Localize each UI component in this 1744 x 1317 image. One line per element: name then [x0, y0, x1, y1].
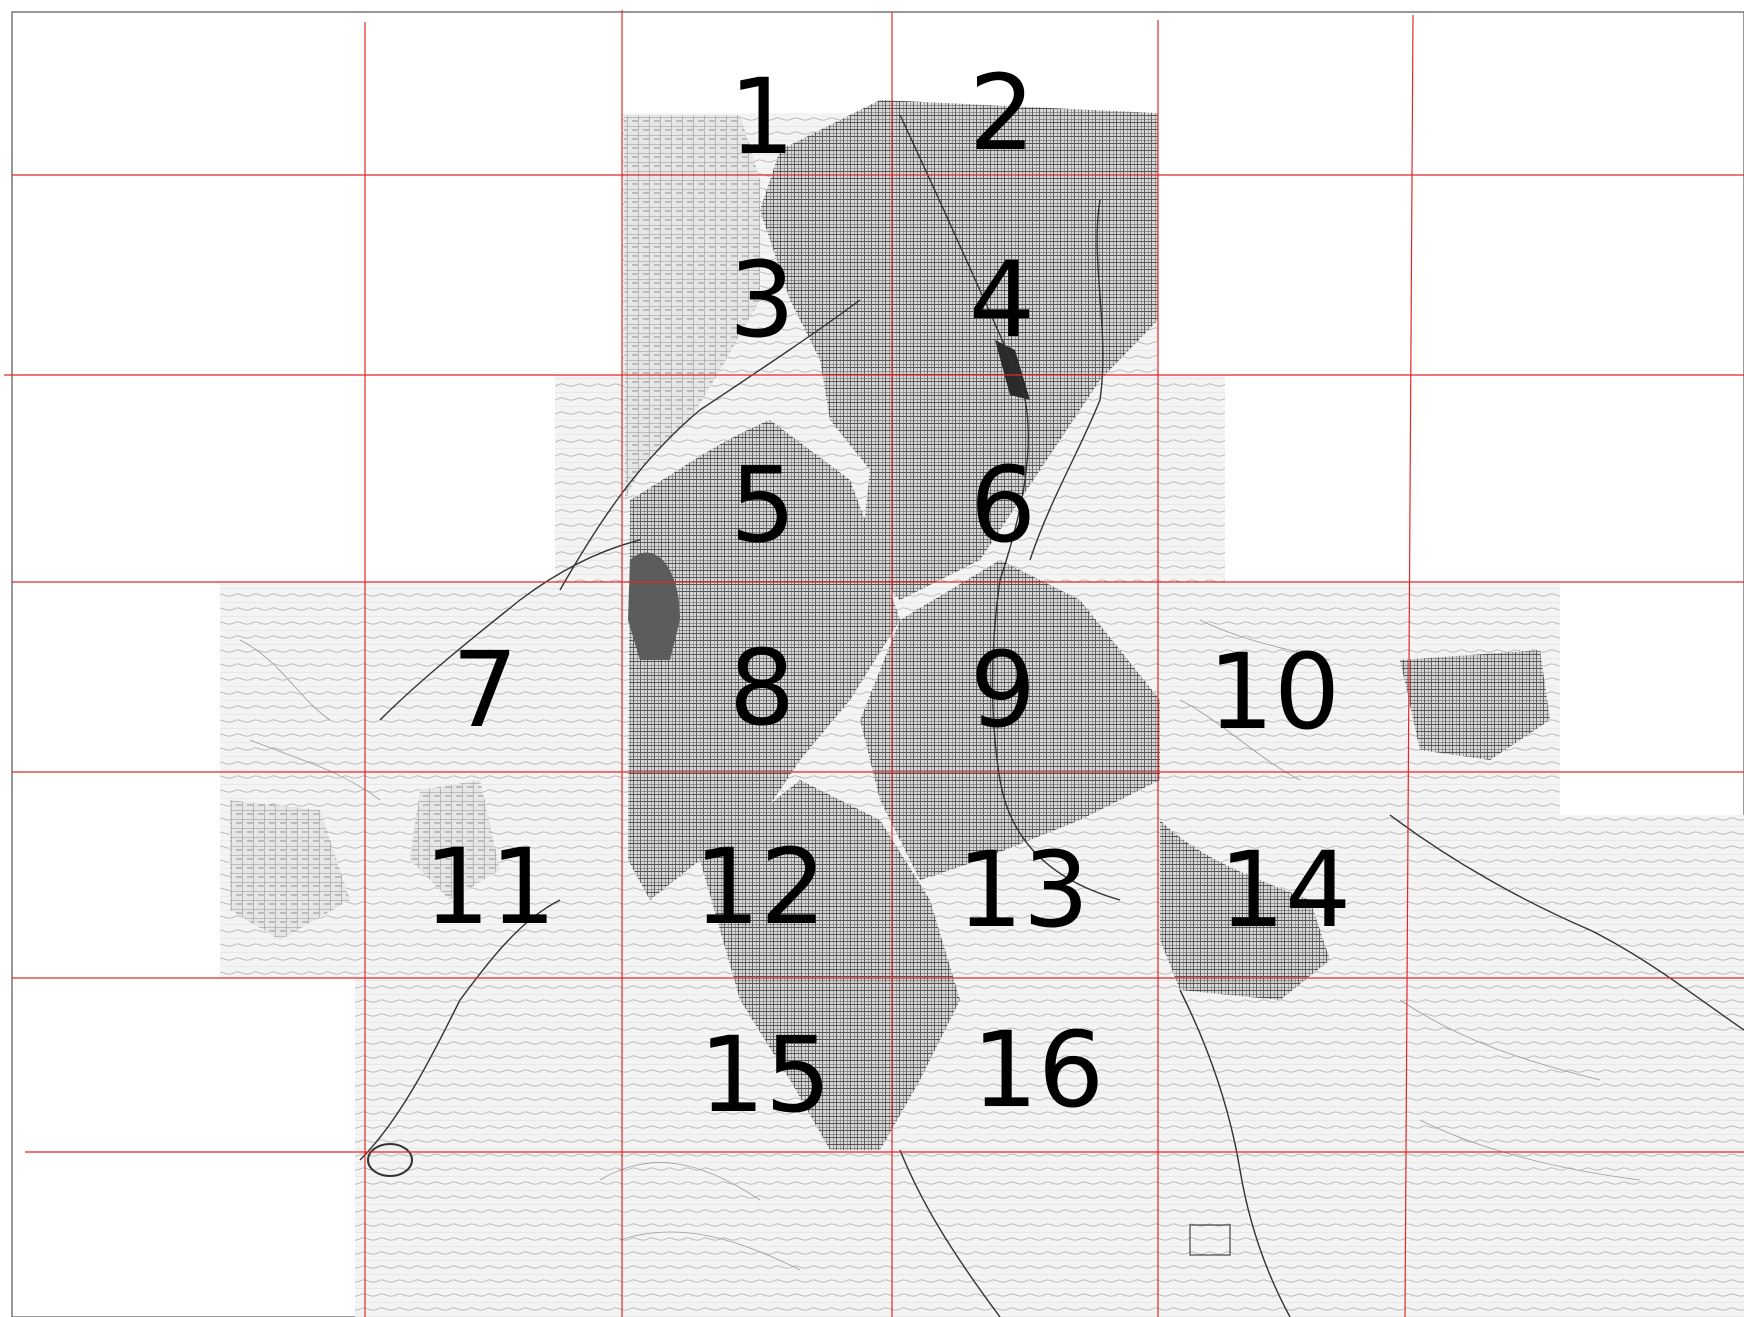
grid-lines — [4, 10, 1744, 1317]
sheet-label: 1 — [729, 56, 795, 178]
sheet-label: 9 — [970, 629, 1036, 751]
roads-and-rivers — [239, 114, 1744, 1317]
sheet-label: 10 — [1208, 631, 1340, 753]
sheet-label: 6 — [970, 444, 1036, 566]
sheet-label: 14 — [1219, 829, 1351, 951]
sheet-label: 15 — [699, 1014, 831, 1136]
urban-areas — [230, 100, 1550, 1150]
sheet-label: 13 — [957, 829, 1089, 951]
sheet-label: 11 — [424, 826, 556, 948]
sheet-label: 16 — [972, 1009, 1104, 1131]
sheet-label: 5 — [730, 444, 796, 566]
sheet-label: 4 — [969, 239, 1035, 361]
sheet-label: 8 — [729, 627, 795, 749]
sheet-label: 7 — [452, 629, 518, 751]
sheet-label: 2 — [969, 52, 1035, 174]
sheet-label: 3 — [729, 239, 795, 361]
sheet-label: 12 — [694, 826, 826, 948]
map-frame — [11, 11, 1744, 1317]
sheet-labels: 1 2 3 4 5 6 7 8 9 10 11 12 13 14 15 16 — [424, 52, 1351, 1136]
